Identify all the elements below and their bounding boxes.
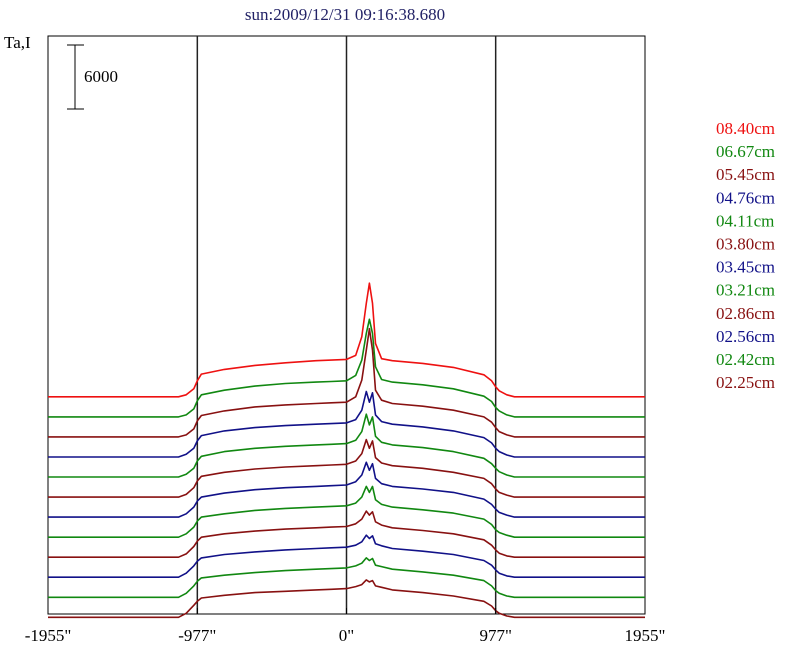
- series-line-02.56cm: [48, 534, 645, 579]
- series-line-02.86cm: [48, 510, 645, 559]
- legend-entry-03.80cm: 03.80cm: [716, 235, 775, 254]
- legend-entry-02.25cm: 02.25cm: [716, 373, 775, 392]
- series-line-04.11cm: [48, 413, 645, 478]
- legend: 08.40cm 06.67cm 05.45cm 04.76cm 04.11cm 03.80…: [716, 119, 775, 392]
- series-line-03.80cm: [48, 438, 645, 498]
- legend-entry-06.67cm: 06.67cm: [716, 142, 775, 161]
- legend-entry-03.21cm: 03.21cm: [716, 281, 775, 300]
- reference-lines: [196, 36, 497, 614]
- scale-bar: 6000: [67, 44, 118, 110]
- x-tick-label-4: 1955": [625, 626, 666, 645]
- series-line-02.25cm: [48, 579, 645, 619]
- legend-entry-04.76cm: 04.76cm: [716, 188, 775, 207]
- series-layer: [48, 282, 645, 619]
- chart-title: sun:2009/12/31 09:16:38.680: [245, 5, 445, 24]
- series-line-06.67cm: [48, 318, 645, 418]
- legend-entry-05.45cm: 05.45cm: [716, 165, 775, 184]
- legend-entry-04.11cm: 04.11cm: [716, 211, 774, 230]
- series-line-03.45cm: [48, 461, 645, 518]
- x-tick-label-3: 977": [479, 626, 511, 645]
- legend-entry-02.42cm: 02.42cm: [716, 350, 775, 369]
- series-line-03.21cm: [48, 485, 645, 539]
- series-line-02.42cm: [48, 557, 645, 599]
- series-line-04.76cm: [48, 390, 645, 458]
- series-line-05.45cm: [48, 327, 645, 438]
- scale-bar-label: 6000: [84, 67, 118, 86]
- x-tick-label-2: 0": [339, 626, 354, 645]
- legend-entry-08.40cm: 08.40cm: [716, 119, 775, 138]
- legend-entry-03.45cm: 03.45cm: [716, 258, 775, 277]
- x-axis-ticks: -1955" -977" 0" 977" 1955": [25, 608, 666, 645]
- x-tick-label-0: -1955": [25, 626, 72, 645]
- series-line-08.40cm: [48, 282, 645, 398]
- x-tick-label-1: -977": [178, 626, 216, 645]
- legend-entry-02.86cm: 02.86cm: [716, 304, 775, 323]
- legend-entry-02.56cm: 02.56cm: [716, 327, 775, 346]
- y-axis-label: Ta,I: [4, 33, 31, 52]
